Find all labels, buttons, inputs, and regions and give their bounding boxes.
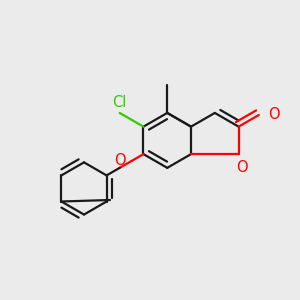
Text: O: O bbox=[236, 160, 248, 175]
Text: O: O bbox=[114, 154, 126, 169]
Text: O: O bbox=[268, 107, 279, 122]
Text: Cl: Cl bbox=[112, 95, 127, 110]
